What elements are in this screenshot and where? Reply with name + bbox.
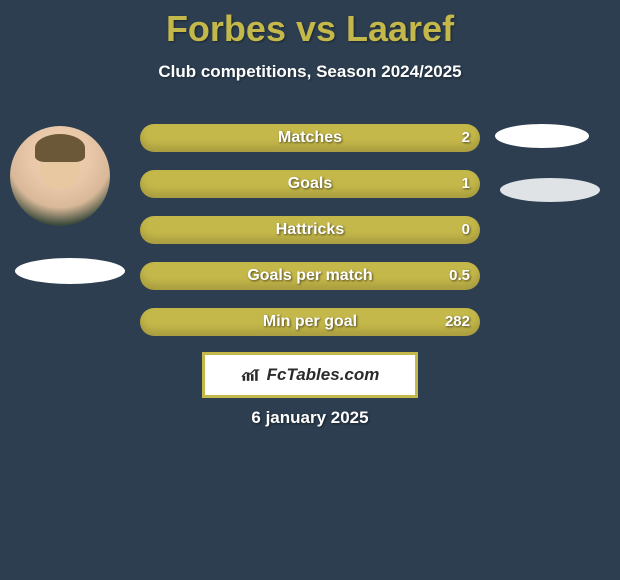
bar-label: Goals per match — [140, 262, 480, 290]
branding-text: FcTables.com — [267, 365, 380, 385]
bar-row-matches: Matches 2 — [140, 124, 480, 152]
player-right-name-placeholder-1 — [495, 124, 589, 148]
bar-right-value: 2 — [462, 124, 470, 152]
bar-label: Min per goal — [140, 308, 480, 336]
bar-label: Matches — [140, 124, 480, 152]
player-left-name-placeholder — [15, 258, 125, 284]
branding-badge: FcTables.com — [202, 352, 418, 398]
bar-right-value: 1 — [462, 170, 470, 198]
bar-right-value: 0.5 — [449, 262, 470, 290]
page-title: Forbes vs Laaref — [0, 0, 620, 50]
player-left-avatar — [10, 126, 110, 226]
bar-label: Goals — [140, 170, 480, 198]
player-right-name-placeholder-2 — [500, 178, 600, 202]
bar-right-value: 0 — [462, 216, 470, 244]
bar-row-hattricks: Hattricks 0 — [140, 216, 480, 244]
footer-date: 6 january 2025 — [0, 408, 620, 428]
bar-row-min-per-goal: Min per goal 282 — [140, 308, 480, 336]
bar-row-goals: Goals 1 — [140, 170, 480, 198]
bar-right-value: 282 — [445, 308, 470, 336]
comparison-bars: Matches 2 Goals 1 Hattricks 0 Goals per … — [140, 124, 480, 354]
bar-row-goals-per-match: Goals per match 0.5 — [140, 262, 480, 290]
bar-chart-icon — [241, 367, 261, 383]
bar-label: Hattricks — [140, 216, 480, 244]
page-subtitle: Club competitions, Season 2024/2025 — [0, 62, 620, 82]
